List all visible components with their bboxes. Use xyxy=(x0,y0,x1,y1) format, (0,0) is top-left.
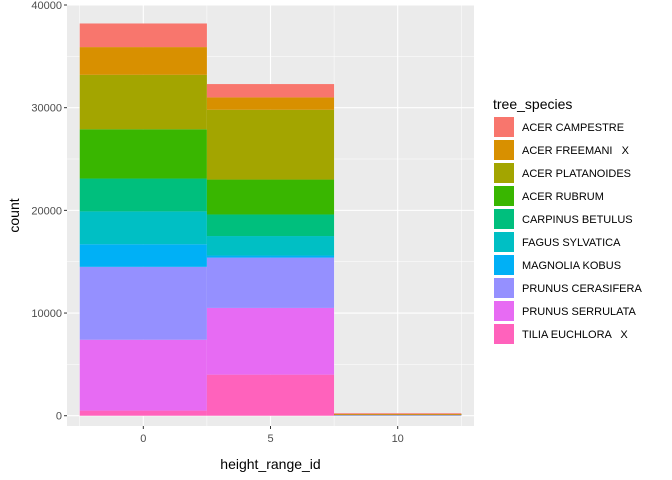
bar-segment xyxy=(206,84,335,98)
bar-segment xyxy=(206,97,335,110)
y-tick-label: 40000 xyxy=(31,0,62,12)
legend-label: CARPINUS BETULUS xyxy=(522,214,633,226)
bar-segment xyxy=(79,23,207,48)
bar-segment xyxy=(206,214,335,237)
legend-label: ACER FREEMANI X xyxy=(522,145,630,157)
bar-segment xyxy=(79,339,207,411)
bar-segment xyxy=(206,374,335,416)
bar-segment xyxy=(79,211,207,245)
legend-label: ACER CAMPESTRE xyxy=(522,122,624,134)
y-tick-label: 0 xyxy=(56,411,62,423)
legend-key xyxy=(494,209,514,229)
x-tick-label: 5 xyxy=(267,433,273,445)
y-tick-label: 10000 xyxy=(31,308,62,320)
bar-segment xyxy=(206,236,335,256)
bar-segment xyxy=(206,109,335,180)
legend-label: PRUNUS SERRULATA xyxy=(522,306,637,318)
bars xyxy=(79,23,462,416)
bar-segment xyxy=(79,244,207,267)
bar-segment xyxy=(334,413,462,415)
x-axis-title: height_range_id xyxy=(220,456,320,472)
bar-segment xyxy=(79,266,207,340)
legend-key xyxy=(494,117,514,137)
legend-label: PRUNUS CERASIFERA xyxy=(522,283,642,295)
legend-label: TILIA EUCHLORA X xyxy=(522,329,628,341)
legend-key xyxy=(494,232,514,252)
x-tick-label: 0 xyxy=(140,433,146,445)
legend-key xyxy=(494,163,514,183)
legend-label: MAGNOLIA KOBUS xyxy=(522,260,621,272)
legend-title: tree_species xyxy=(493,96,572,112)
y-tick-label: 30000 xyxy=(31,103,62,115)
y-axis-title: count xyxy=(6,198,22,232)
bar-segment xyxy=(79,74,207,130)
y-tick-label: 20000 xyxy=(31,205,62,217)
bar-segment xyxy=(79,178,207,212)
y-axis: 0 10000 20000 30000 40000 xyxy=(31,0,67,423)
bar-segment xyxy=(79,47,207,75)
legend-label: ACER RUBRUM xyxy=(522,191,604,203)
bar-segment xyxy=(206,307,335,375)
legend-label: FAGUS SYLVATICA xyxy=(522,237,621,249)
bar-segment xyxy=(206,179,335,215)
legend-key xyxy=(494,324,514,344)
bar-segment xyxy=(79,410,207,416)
legend-key xyxy=(494,186,514,206)
legend-key xyxy=(494,140,514,160)
bar-segment xyxy=(79,129,207,179)
legend-label: ACER PLATANOIDES xyxy=(522,168,631,180)
bar-segment xyxy=(206,255,335,258)
legend-key xyxy=(494,278,514,298)
bar-segment xyxy=(206,257,335,308)
x-axis: 0 5 10 xyxy=(140,426,404,445)
x-tick-label: 10 xyxy=(392,433,404,445)
legend-key xyxy=(494,301,514,321)
legend-key xyxy=(494,255,514,275)
legend: tree_species ACER CAMPESTRE ACER FREEMANI… xyxy=(493,96,642,344)
